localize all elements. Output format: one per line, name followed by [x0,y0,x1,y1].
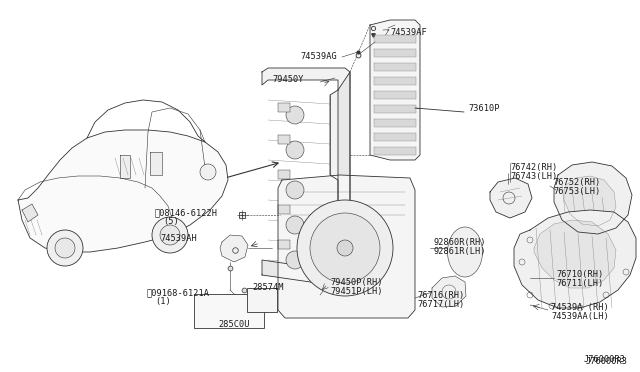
Polygon shape [374,105,416,113]
Circle shape [286,106,304,124]
Text: 79451P(LH): 79451P(LH) [330,287,383,296]
Circle shape [55,238,75,258]
Text: 76753(LH): 76753(LH) [553,187,600,196]
Text: 74539AF: 74539AF [390,28,427,37]
Polygon shape [220,235,248,262]
Circle shape [200,164,216,180]
Polygon shape [554,162,632,234]
Polygon shape [374,91,416,99]
Text: ん09168-6121A: ん09168-6121A [147,288,210,297]
Polygon shape [490,178,532,218]
Polygon shape [534,220,616,288]
Text: 285C0U: 285C0U [218,320,250,329]
FancyBboxPatch shape [194,294,264,328]
Text: 92861R(LH): 92861R(LH) [434,247,486,256]
Polygon shape [150,152,162,175]
Polygon shape [338,72,350,286]
Polygon shape [374,147,416,155]
FancyBboxPatch shape [247,288,277,312]
Text: 74539A (RH): 74539A (RH) [551,303,609,312]
Polygon shape [374,35,416,43]
Text: 74539AA(LH): 74539AA(LH) [551,312,609,321]
Text: ん08146-6122H: ん08146-6122H [155,208,218,217]
Text: 74539AG: 74539AG [300,52,337,61]
Bar [278,135,290,144]
Bar [278,205,290,214]
Polygon shape [370,20,420,160]
Bar [278,170,290,179]
Circle shape [47,230,83,266]
Bar [278,103,290,112]
Text: 76717(LH): 76717(LH) [417,300,464,309]
Polygon shape [374,49,416,57]
Bar [278,240,290,249]
Circle shape [152,217,188,253]
Circle shape [310,213,380,283]
Polygon shape [22,204,38,222]
Circle shape [286,216,304,234]
Circle shape [337,240,353,256]
Polygon shape [514,210,636,308]
Polygon shape [374,77,416,85]
Polygon shape [278,175,415,318]
Text: 79450P(RH): 79450P(RH) [330,278,383,287]
Ellipse shape [447,227,483,277]
Text: J76000R3: J76000R3 [586,357,628,366]
Text: 74539AH: 74539AH [160,234,196,243]
Text: 92860R(RH): 92860R(RH) [434,238,486,247]
Polygon shape [18,130,228,252]
Text: 76710(RH): 76710(RH) [556,270,604,279]
Polygon shape [374,119,416,127]
Text: 76716(RH): 76716(RH) [417,291,464,300]
Polygon shape [564,176,616,226]
Text: 76743(LH): 76743(LH) [510,172,557,181]
Text: 76711(LH): 76711(LH) [556,279,604,288]
Circle shape [286,141,304,159]
Polygon shape [262,260,350,286]
Text: 76752(RH): 76752(RH) [553,178,600,187]
Text: 76742(RH): 76742(RH) [510,163,557,172]
Text: 73610P: 73610P [468,104,499,113]
Text: (1): (1) [155,297,171,306]
Circle shape [297,200,393,296]
Circle shape [286,251,304,269]
Text: J76000R3: J76000R3 [584,355,626,364]
Polygon shape [262,68,350,286]
Circle shape [286,181,304,199]
Polygon shape [374,63,416,71]
Polygon shape [120,155,130,178]
Circle shape [160,225,180,245]
Text: 79450Y: 79450Y [272,75,303,84]
Text: 28574M: 28574M [252,283,284,292]
Polygon shape [432,276,466,307]
Text: (5): (5) [163,217,179,226]
Polygon shape [374,133,416,141]
